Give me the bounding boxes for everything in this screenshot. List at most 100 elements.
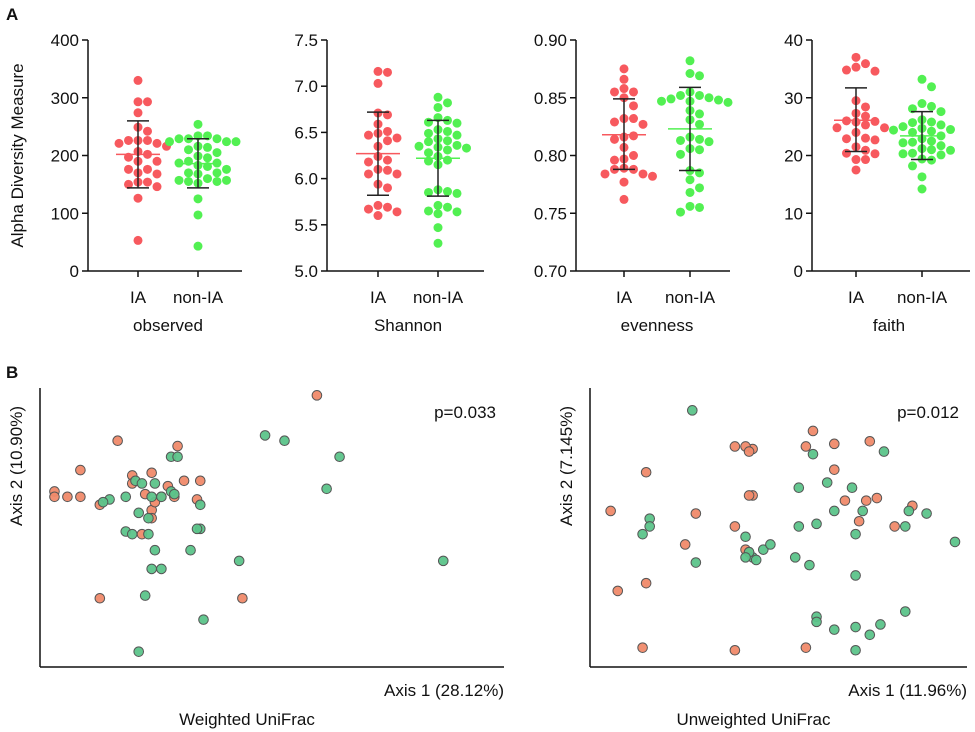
data-point-non-ia [685,175,695,185]
data-point-non-ia [946,145,955,155]
data-point-non-ia [133,507,145,519]
data-point-non-ia [222,164,231,174]
x-tick-label: IA [370,288,387,307]
x-axis-label: Axis 1 (11.96%) [848,681,967,700]
data-point-non-ia [695,109,704,119]
data-point-non-ia [198,614,209,625]
data-point-non-ia [174,175,184,185]
data-point-non-ia [695,71,704,81]
data-point-non-ia [222,137,231,147]
data-point-ia [373,66,383,76]
data-point-ia [640,577,652,589]
data-point-non-ia [433,223,443,233]
data-point-ia [619,64,629,74]
data-point-non-ia [644,521,656,532]
data-point-ia [870,149,880,159]
data-point-ia [638,169,648,179]
data-point-ia [832,123,842,133]
data-point-ia [75,464,86,476]
data-point-non-ia [424,148,433,158]
data-point-non-ia [169,488,180,500]
data-point-non-ia [917,99,927,109]
y-tick-label: 7.5 [294,31,318,50]
data-point-non-ia [908,148,917,158]
data-point-non-ia [850,570,861,581]
data-point-ia [800,441,812,452]
data-point-non-ia [857,505,869,517]
y-tick-label: 0 [794,262,803,281]
data-point-non-ia [936,107,946,117]
data-point-ia [49,491,60,503]
data-point-ia [851,52,861,62]
data-point-ia [364,130,373,140]
data-point-ia [600,169,610,179]
data-point-non-ia [898,138,908,148]
data-point-non-ia [184,156,193,166]
data-point-non-ia [184,168,193,178]
data-point-ia [619,93,629,103]
data-point-non-ia [452,140,462,150]
data-point-non-ia [143,512,154,524]
data-point-ia [383,165,392,175]
y-axis-label: Alpha Diversity Measure [8,63,27,247]
data-point-ia [152,138,162,148]
y-tick-label: 5.5 [294,216,318,235]
data-point-non-ia [452,188,462,198]
x-tick-label: non-IA [173,288,224,307]
data-point-ia [629,151,638,160]
x-tick-label: non-IA [897,288,948,307]
data-point-ia [629,131,638,141]
pcoa-panel-unweighted-unifrac: p=0.012 Axis 1 (11.96%) Unweighted UniFrac… [557,388,967,729]
x-tick-label: non-IA [413,288,464,307]
data-point-ia [152,169,162,179]
y-tick-label: 5.0 [294,262,318,281]
data-point-ia [871,492,883,504]
data-point-ia [364,204,373,214]
data-point-ia [638,119,648,129]
data-point-non-ia [433,92,443,102]
data-point-non-ia [462,143,471,153]
data-point-non-ia [424,117,433,127]
data-point-ia [870,66,880,76]
data-point-ia [373,211,383,221]
data-point-non-ia [758,544,769,555]
data-point-ia [610,87,619,97]
y-tick-label: 0 [70,262,79,281]
y-tick-label: 30 [784,89,803,108]
data-point-non-ia [212,134,222,144]
data-point-non-ia [424,137,433,147]
data-point-non-ia [452,207,462,217]
data-point-non-ia [203,174,212,184]
data-point-non-ia [900,606,911,617]
data-point-ia [383,155,392,165]
data-point-non-ia [793,482,805,494]
data-point-non-ia [676,135,685,145]
data-point-non-ia [695,168,704,178]
data-point-ia [75,491,86,503]
data-point-non-ia [443,202,452,212]
data-point-ia [610,134,619,144]
data-point-ia [842,134,851,144]
data-point-non-ia [233,555,245,567]
data-point-ia [870,116,880,126]
data-point-ia [152,156,162,166]
data-point-non-ia [120,491,132,503]
data-point-non-ia [917,184,927,194]
data-point-non-ia [149,478,161,489]
data-point-ia [392,169,402,179]
data-point-ia [143,97,152,107]
data-point-non-ia [807,448,819,460]
data-point-ia [605,505,616,517]
data-point-non-ia [850,644,861,656]
data-point-non-ia [443,126,452,136]
data-point-non-ia [191,523,203,535]
data-point-ia [392,207,402,217]
data-point-non-ia [949,536,961,548]
data-point-non-ia [687,405,698,416]
data-point-non-ia [139,590,151,601]
data-point-ia [143,135,152,145]
data-point-ia [629,114,638,124]
data-point-non-ia [657,96,666,106]
y-tick-label: 20 [784,147,803,166]
